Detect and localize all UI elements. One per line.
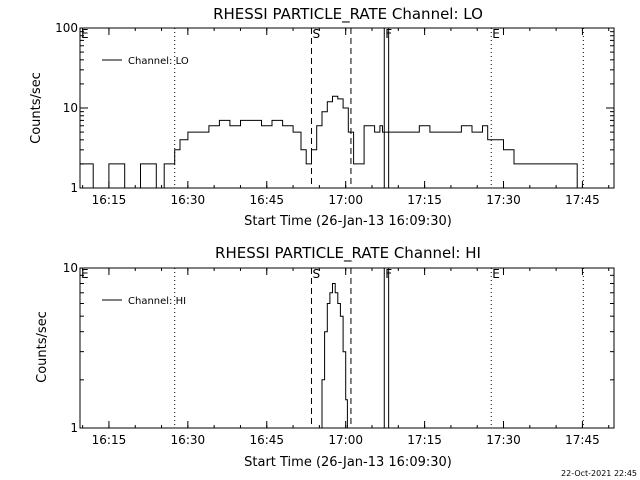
- x-tick-label: 17:30: [486, 193, 521, 207]
- x-tick-label: 17:45: [565, 193, 600, 207]
- y-axis-label: Counts/sec: [29, 72, 44, 144]
- y-tick-label: 1: [70, 181, 78, 195]
- chart-title: RHESSI PARTICLE_RATE Channel: LO: [213, 5, 483, 24]
- legend-label: Channel: HI: [128, 296, 186, 307]
- x-tick-label: 17:30: [486, 433, 521, 447]
- x-tick-label: 17:00: [328, 193, 363, 207]
- series-line: [319, 283, 348, 429]
- chart-title: RHESSI PARTICLE_RATE Channel: HI: [215, 244, 481, 263]
- y-tick-label: 1: [70, 421, 78, 435]
- x-tick-label: 16:30: [171, 433, 206, 447]
- x-axis-label: Start Time (26-Jan-13 16:09:30): [244, 455, 452, 470]
- event-marker-label: E: [492, 27, 500, 41]
- y-tick-label: 100: [55, 21, 78, 35]
- x-tick-label: 16:45: [249, 193, 284, 207]
- x-tick-label: 17:00: [328, 433, 363, 447]
- y-tick-label: 10: [63, 101, 78, 115]
- x-tick-label: 16:15: [92, 193, 127, 207]
- timestamp: 22-Oct-2021 22:45: [561, 469, 637, 478]
- y-tick-label: 10: [63, 261, 78, 275]
- x-tick-label: 16:45: [249, 433, 284, 447]
- event-marker-label: E: [492, 267, 500, 281]
- event-marker-label: S: [312, 27, 320, 41]
- y-axis-label: Counts/sec: [35, 311, 50, 383]
- event-marker-label: E: [81, 267, 89, 281]
- series-line: [80, 95, 583, 189]
- legend-label: Channel: LO: [128, 56, 189, 67]
- x-tick-label: 17:45: [565, 433, 600, 447]
- x-tick-label: 16:15: [92, 433, 127, 447]
- x-tick-label: 17:15: [407, 193, 442, 207]
- event-marker-label: S: [312, 267, 320, 281]
- chart-panel-lo: 16:15 16:30 16:45 17:00 17:15 17:30 17:45 1 10 10…: [55, 21, 615, 207]
- x-tick-label: 16:30: [171, 193, 206, 207]
- event-marker-label: E: [81, 27, 89, 41]
- x-tick-label: 17:15: [407, 433, 442, 447]
- x-axis-label: Start Time (26-Jan-13 16:09:30): [244, 214, 452, 229]
